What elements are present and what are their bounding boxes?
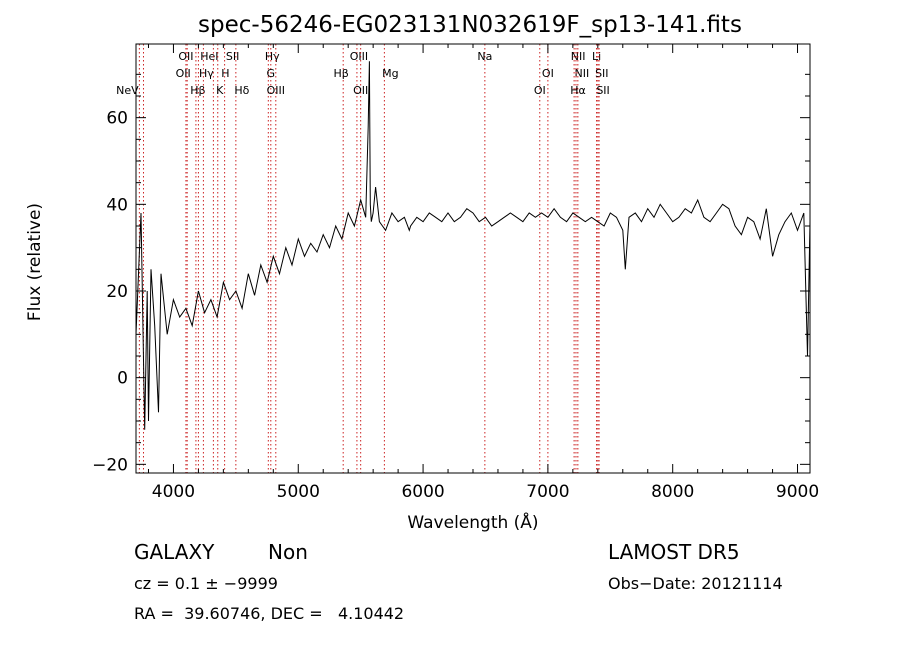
marker-label: K: [216, 84, 224, 97]
marker-label: Hβ: [190, 84, 205, 97]
marker-label: SII: [226, 50, 239, 63]
marker-label: Hβ: [334, 67, 349, 80]
coordinates-line: RA = 39.60746, DEC = 4.10442: [134, 604, 405, 623]
spectrum-series: [135, 61, 811, 430]
emission-line-markers: NeVOIIOIIHβHγHeIHKSIIHδHγGOIIIHβOIIIOIIM…: [116, 44, 610, 473]
y-tick-label: −20: [92, 455, 128, 475]
y-tick-label: 40: [106, 195, 128, 215]
survey-name: LAMOST DR5: [608, 540, 740, 564]
x-tick-label: 7000: [526, 482, 569, 502]
x-tick-label: 8000: [651, 482, 694, 502]
marker-label: Hγ: [199, 67, 214, 80]
x-tick-label: 4000: [152, 482, 195, 502]
marker-label: Mg: [382, 67, 398, 80]
redshift-line: cz = 0.1 ± −9999: [134, 574, 278, 593]
marker-label: OIII: [267, 84, 285, 97]
marker-label: OII: [176, 67, 191, 80]
marker-label: OI: [534, 84, 546, 97]
x-tick-label: 9000: [776, 482, 819, 502]
plot-frame: [135, 43, 811, 474]
object-class: GALAXY: [134, 540, 215, 564]
marker-label: NeV: [116, 84, 139, 97]
marker-label: OII: [178, 50, 193, 63]
spectrum-line: [135, 61, 811, 430]
marker-label: OIII: [350, 50, 368, 63]
marker-label: NII: [574, 67, 589, 80]
marker-label: G: [267, 67, 276, 80]
observation-date: Obs−Date: 20121114: [608, 574, 783, 593]
y-tick-label: 0: [117, 369, 128, 389]
x-axis-label: Wavelength (Å): [407, 511, 538, 533]
chart-title: spec-56246-EG023131N032619F_sp13-141.fit…: [198, 12, 742, 38]
y-tick-label: 20: [106, 282, 128, 302]
x-tick-label: 6000: [401, 482, 444, 502]
marker-label: Hα: [570, 84, 586, 97]
marker-label: SII: [596, 84, 609, 97]
axes: 4000 5000 6000 7000 8000 9000 −20 0 20 40 60: [92, 44, 819, 502]
marker-label: OII: [353, 84, 368, 97]
object-subclass: Non: [268, 540, 308, 564]
marker-label: Hγ: [265, 50, 280, 63]
marker-label: Na: [477, 50, 492, 63]
y-axis-label: Flux (relative): [25, 203, 45, 321]
marker-label: H: [221, 67, 229, 80]
x-tick-label: 5000: [277, 482, 320, 502]
marker-label: HeI: [200, 50, 218, 63]
marker-label: Li: [592, 50, 601, 63]
marker-label: Hδ: [234, 84, 249, 97]
marker-label: SII: [595, 67, 608, 80]
y-tick-label: 60: [106, 109, 128, 129]
marker-label: OI: [542, 67, 554, 80]
